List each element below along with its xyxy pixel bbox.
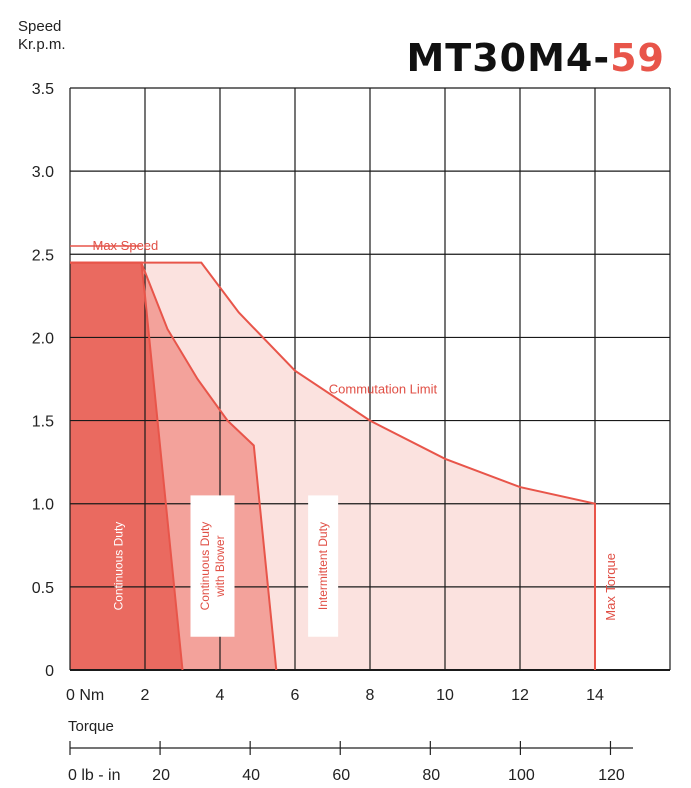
model-suffix: 59 — [610, 36, 665, 80]
chart-title: MT30M4-59 — [406, 36, 665, 80]
x-tick-label: 6 — [291, 687, 300, 704]
secondary-tick-label: 40 — [242, 767, 260, 784]
x-tick-label: 2 — [141, 687, 150, 704]
y-tick-label: 2.5 — [32, 247, 54, 264]
x-tick-label: 4 — [216, 687, 225, 704]
y-tick-label: 1.5 — [32, 414, 54, 431]
intermittent-duty-label: Intermittent Duty — [308, 495, 339, 637]
intermittent-boundary — [70, 261, 596, 670]
y-axis-title-line1: Speed — [18, 18, 62, 35]
y-tick-label: 2.0 — [32, 330, 54, 347]
x-tick-label: 12 — [511, 687, 529, 704]
x-tick-label: 0 Nm — [66, 687, 104, 704]
x-tick-label: 14 — [586, 687, 604, 704]
tick-labels: 0 0.5 1.0 1.5 2.0 2.5 3.0 3.5 0 Nm 2 4 6 8 10 12 14 — [32, 81, 604, 704]
x-axis-title: Torque — [68, 718, 114, 735]
boundary-lines — [70, 261, 596, 671]
continuous-duty-area — [70, 262, 183, 670]
continuous-duty-label: Continuous Duty — [112, 522, 126, 611]
blower-duty-label-text: with Blower — [213, 535, 227, 597]
secondary-tick-label: 0 lb - in — [68, 767, 120, 784]
blower-duty-label-text: Continuous Duty — [198, 522, 212, 611]
continuous-boundary — [70, 261, 184, 671]
secondary-tick-label: 80 — [422, 767, 440, 784]
intermittent-duty-label-box — [308, 495, 339, 637]
model-base: MT30M4- — [406, 36, 611, 80]
secondary-tick-label: 100 — [508, 767, 535, 784]
y-axis-title: Speed Kr.p.m. — [18, 18, 66, 54]
secondary-tick-label: 60 — [332, 767, 350, 784]
secondary-tick-label: 20 — [152, 767, 170, 784]
secondary-tick-label: 120 — [598, 767, 625, 784]
max-torque-label: Max Torque — [603, 553, 618, 621]
y-tick-label: 3.5 — [32, 81, 54, 98]
y-axis-title-line2: Kr.p.m. — [18, 36, 66, 53]
x-tick-label: 8 — [366, 687, 375, 704]
continuous-duty-label-text: Continuous Duty — [112, 522, 126, 611]
max-speed-label: Max Speed — [93, 238, 159, 253]
y-tick-label: 1.0 — [32, 497, 54, 514]
commutation-limit-label: Commutation Limit — [329, 381, 438, 396]
y-tick-label: 0.5 — [32, 580, 54, 597]
x-tick-label: 10 — [436, 687, 454, 704]
y-tick-label: 0 — [45, 663, 54, 680]
y-tick-label: 3.0 — [32, 164, 54, 181]
blower-duty-label: Continuous Duty with Blower — [190, 495, 235, 637]
secondary-axis: 0 lb - in 20 40 60 80 100 120 — [68, 741, 633, 784]
blower-duty-label-box — [190, 495, 235, 637]
region-labels: Max Speed Commutation Limit Continuous Dut… — [70, 238, 618, 670]
intermittent-duty-label-text: Intermittent Duty — [316, 522, 330, 610]
